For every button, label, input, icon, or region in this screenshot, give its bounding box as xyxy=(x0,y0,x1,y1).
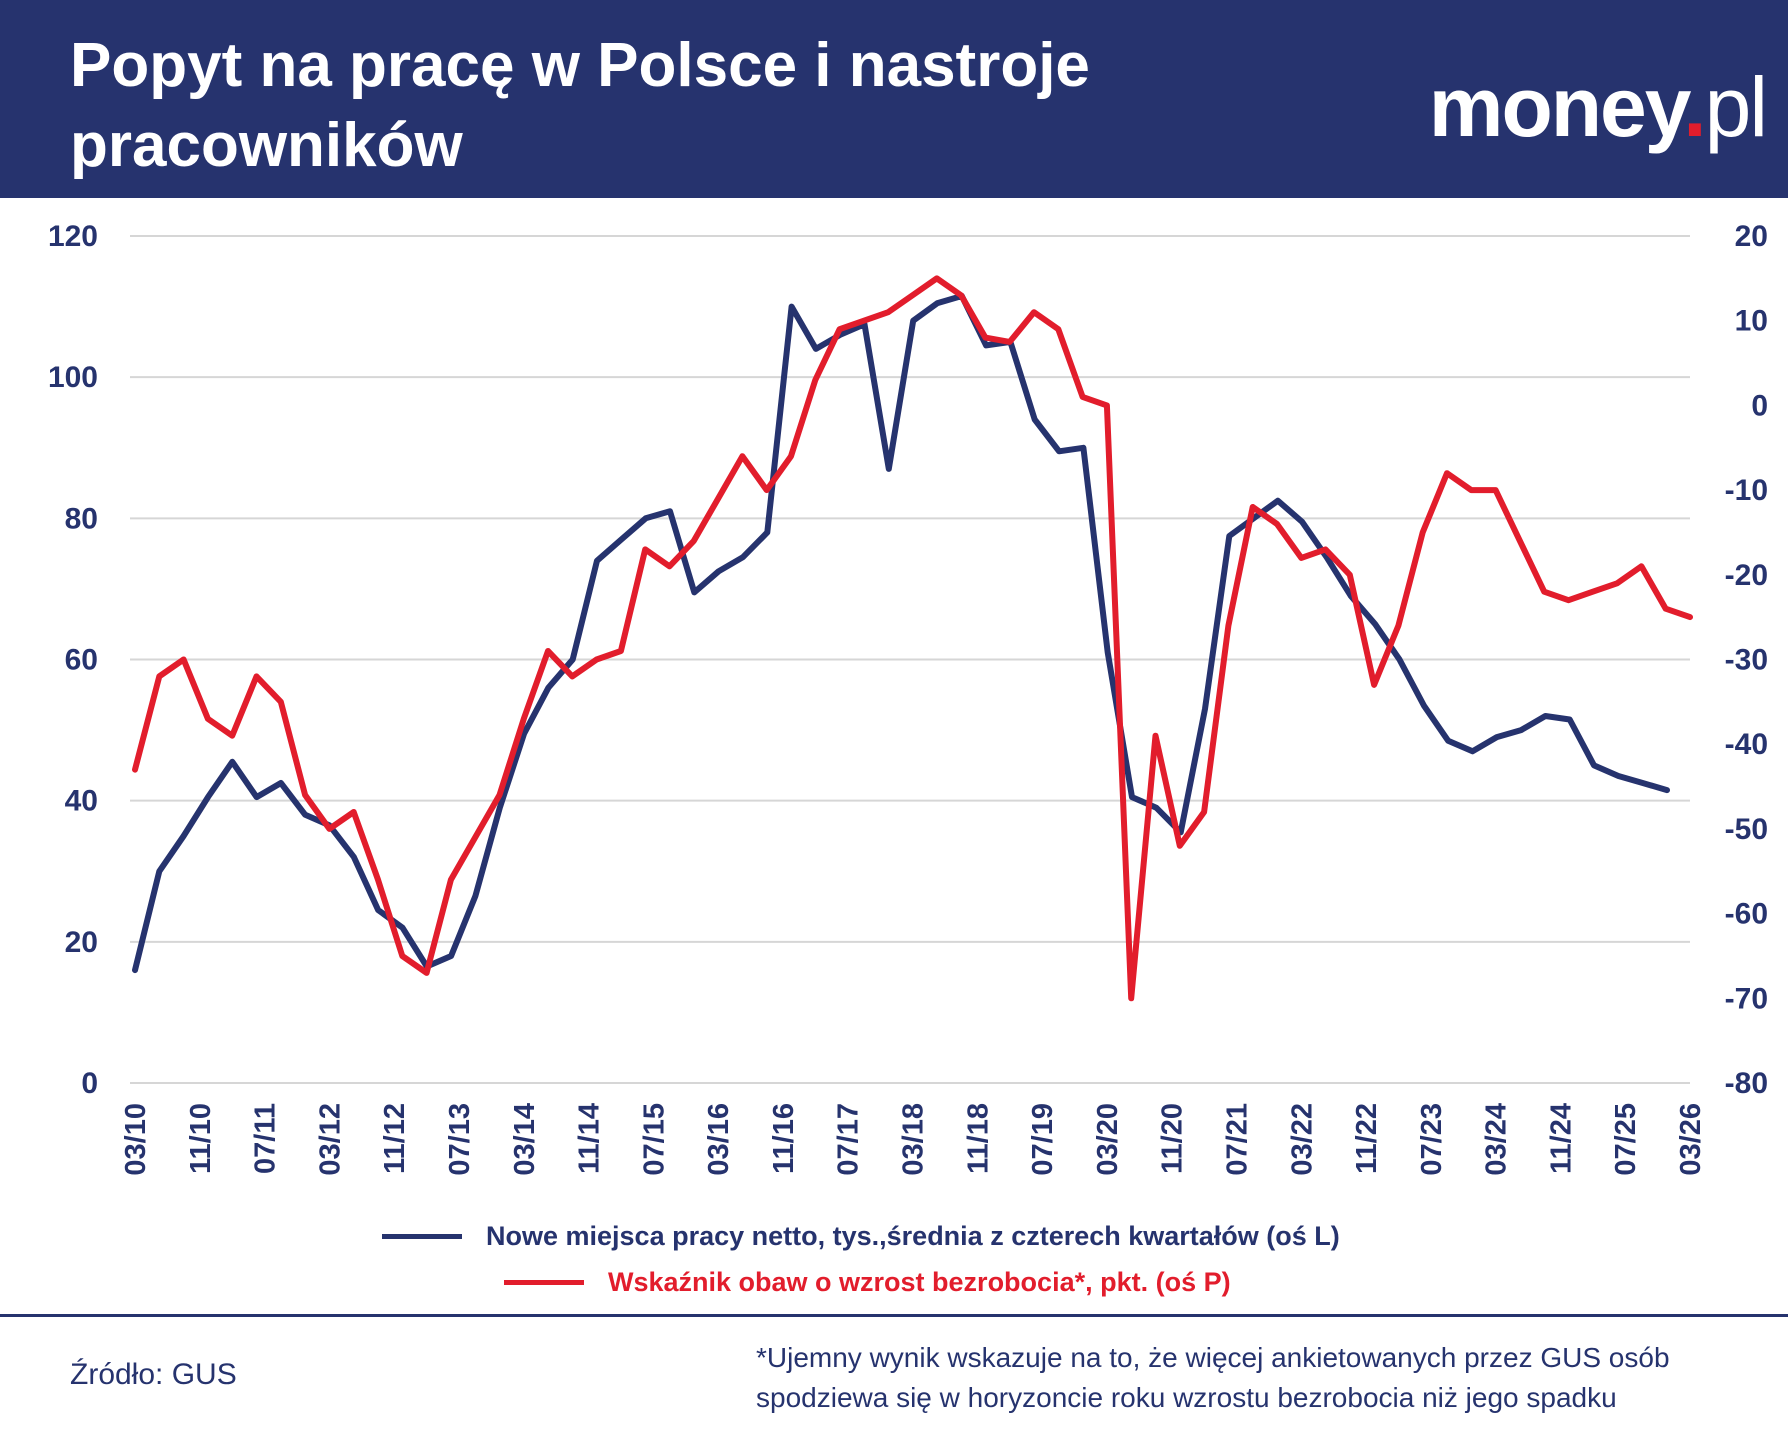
right-tick-label: -50 xyxy=(1725,813,1768,846)
series-line-jobs xyxy=(132,293,1670,974)
legend-item-unemployment-fear: Wskaźnik obaw o wzrost bezrobocia*, pkt.… xyxy=(504,1262,1231,1302)
money-pl-logo: money.pl xyxy=(1428,60,1768,154)
x-tick-label: 03/26 xyxy=(1675,1103,1707,1176)
x-tick-label: 03/16 xyxy=(703,1103,735,1176)
x-axis-ticks: 03/10 11/10 07/11 03/12 11/12 07/13 03/14 11/14… xyxy=(120,1103,1707,1176)
gridlines xyxy=(130,235,1690,1084)
header-banner: Popyt na pracę w Polsce i nastroje praco… xyxy=(0,0,1788,198)
left-axis-ticks: 0 20 40 60 80 100 120 xyxy=(48,220,98,1100)
x-tick-label: 03/18 xyxy=(898,1103,930,1176)
left-tick-label: 60 xyxy=(65,644,98,677)
x-tick-label: 03/10 xyxy=(120,1103,152,1176)
right-tick-label: 10 xyxy=(1735,305,1768,338)
legend-swatch-jobs xyxy=(382,1233,462,1239)
right-axis-ticks: -80 -70 -60 -50 -40 -30 -20 -10 0 10 20 xyxy=(1725,220,1768,1100)
left-tick-label: 100 xyxy=(48,361,98,394)
source-note: Źródło: GUS xyxy=(70,1358,237,1391)
logo-main: money xyxy=(1428,60,1686,154)
left-tick-label: 0 xyxy=(81,1067,98,1100)
x-tick-label: 07/21 xyxy=(1221,1103,1253,1176)
logo-suffix: pl xyxy=(1704,60,1768,154)
x-tick-label: 03/12 xyxy=(314,1103,346,1176)
left-tick-label: 20 xyxy=(65,926,98,959)
logo-dot: . xyxy=(1683,60,1706,154)
legend-item-jobs: Nowe miejsca pracy netto, tys.,średnia z… xyxy=(382,1216,1340,1256)
right-tick-label: -20 xyxy=(1725,559,1768,592)
x-tick-label: 07/11 xyxy=(250,1103,282,1174)
x-tick-label: 11/18 xyxy=(962,1103,994,1174)
x-tick-label: 07/23 xyxy=(1416,1103,1448,1176)
x-tick-label: 11/14 xyxy=(574,1103,606,1174)
series-lines xyxy=(132,275,1693,1002)
x-tick-label: 11/22 xyxy=(1351,1103,1383,1174)
left-tick-label: 40 xyxy=(65,785,98,818)
x-tick-label: 11/24 xyxy=(1545,1103,1577,1174)
x-tick-label: 03/14 xyxy=(509,1103,541,1176)
left-tick-label: 80 xyxy=(65,502,98,535)
series-line-unemployment-fear xyxy=(132,275,1693,1002)
x-tick-label: 03/22 xyxy=(1286,1103,1318,1176)
legend-label-unemployment-fear: Wskaźnik obaw o wzrost bezrobocia*, pkt.… xyxy=(608,1266,1231,1297)
x-tick-label: 07/25 xyxy=(1610,1103,1642,1176)
x-tick-label: 03/20 xyxy=(1092,1103,1124,1176)
right-tick-label: -40 xyxy=(1725,728,1768,761)
x-tick-label: 07/19 xyxy=(1027,1103,1059,1176)
chart-title: Popyt na pracę w Polsce i nastroje praco… xyxy=(70,31,1090,180)
legend-swatch-unemployment-fear xyxy=(504,1279,584,1285)
x-tick-label: 11/10 xyxy=(185,1103,217,1174)
right-tick-label: -10 xyxy=(1725,474,1768,507)
x-tick-label: 07/15 xyxy=(638,1103,670,1176)
x-tick-label: 11/20 xyxy=(1157,1103,1189,1174)
right-tick-label: -30 xyxy=(1725,644,1768,677)
right-tick-label: -60 xyxy=(1725,898,1768,931)
right-tick-label: 0 xyxy=(1751,389,1768,422)
right-tick-label: -80 xyxy=(1725,1067,1768,1100)
x-tick-label: 11/12 xyxy=(379,1103,411,1174)
footnote: *Ujemny wynik wskazuje na to, że więcej … xyxy=(756,1342,1670,1413)
x-tick-label: 07/17 xyxy=(833,1103,865,1176)
legend-label-jobs: Nowe miejsca pracy netto, tys.,średnia z… xyxy=(486,1220,1340,1251)
right-tick-label: 20 xyxy=(1735,220,1768,253)
x-tick-label: 11/16 xyxy=(768,1103,800,1174)
x-tick-label: 07/13 xyxy=(444,1103,476,1176)
left-tick-label: 120 xyxy=(48,220,98,253)
x-tick-label: 03/24 xyxy=(1481,1103,1513,1176)
right-tick-label: -70 xyxy=(1725,982,1768,1015)
footer-divider xyxy=(0,1314,1788,1317)
